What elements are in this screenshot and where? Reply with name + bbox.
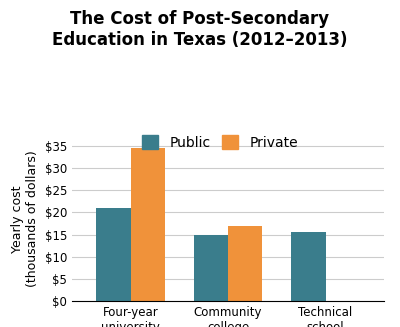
Bar — [96, 208, 130, 301]
Text: The Cost of Post-Secondary
Education in Texas (2012–2013): The Cost of Post-Secondary Education in … — [52, 10, 348, 49]
Bar — [194, 234, 228, 301]
Legend: Public, Private: Public, Private — [136, 129, 304, 155]
Bar — [291, 232, 326, 301]
Bar — [130, 148, 165, 301]
Y-axis label: Yearly cost
(thousands of dollars): Yearly cost (thousands of dollars) — [11, 151, 39, 287]
Bar — [228, 226, 262, 301]
